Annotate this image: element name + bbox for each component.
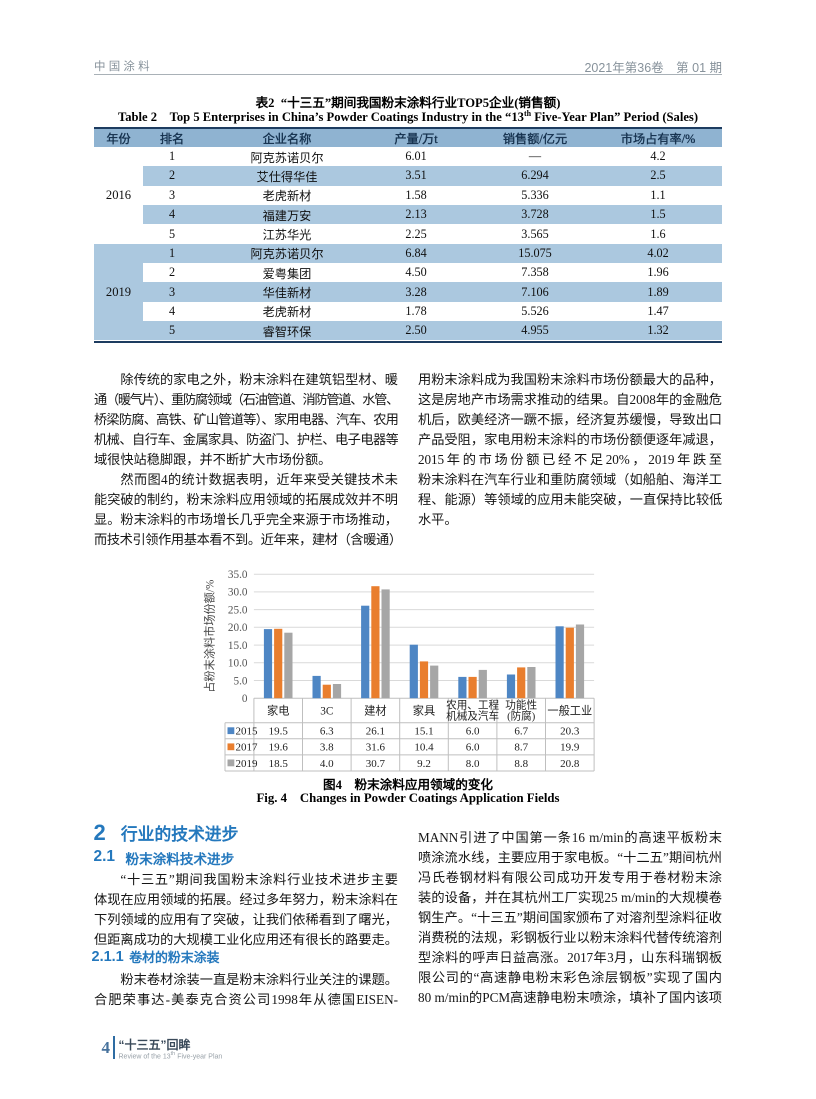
svg-text:农用、工程: 农用、工程 xyxy=(446,699,499,712)
svg-text:6.0: 6.0 xyxy=(466,726,480,738)
svg-text:3C: 3C xyxy=(320,706,333,718)
svg-text:8.0: 8.0 xyxy=(466,758,480,770)
svg-text:2015: 2015 xyxy=(236,726,259,738)
svg-text:15.0: 15.0 xyxy=(228,640,248,652)
svg-text:建材: 建材 xyxy=(364,704,386,718)
svg-text:25.0: 25.0 xyxy=(228,604,248,616)
svg-text:6.0: 6.0 xyxy=(466,742,480,754)
svg-text:19.9: 19.9 xyxy=(560,742,580,754)
svg-text:26.1: 26.1 xyxy=(366,726,385,738)
svg-text:家电: 家电 xyxy=(267,704,289,718)
svg-text:占粉末涂料市场份额/%: 占粉末涂料市场份额/% xyxy=(203,580,217,693)
svg-text:机械及汽车: 机械及汽车 xyxy=(446,710,499,723)
svg-text:31.6: 31.6 xyxy=(366,742,386,754)
svg-text:20.0: 20.0 xyxy=(228,622,248,634)
svg-text:8.7: 8.7 xyxy=(514,742,528,754)
svg-text:4.0: 4.0 xyxy=(320,758,334,770)
svg-text:6.3: 6.3 xyxy=(320,726,334,738)
svg-text:10.0: 10.0 xyxy=(228,658,248,670)
svg-text:19.5: 19.5 xyxy=(269,726,289,738)
svg-text:2019: 2019 xyxy=(236,758,259,770)
svg-text:9.2: 9.2 xyxy=(417,758,431,770)
svg-text:30.0: 30.0 xyxy=(228,587,248,599)
svg-text:20.8: 20.8 xyxy=(560,758,580,770)
svg-text:3.8: 3.8 xyxy=(320,742,334,754)
svg-text:8.8: 8.8 xyxy=(514,758,528,770)
svg-text:30.7: 30.7 xyxy=(366,758,386,770)
svg-text:6.7: 6.7 xyxy=(514,726,528,738)
svg-text:15.1: 15.1 xyxy=(414,726,433,738)
svg-text:一般工业: 一般工业 xyxy=(547,704,592,718)
svg-text:2017: 2017 xyxy=(236,742,259,754)
svg-text:20.3: 20.3 xyxy=(560,726,580,738)
svg-text:家具: 家具 xyxy=(413,704,435,718)
svg-text:18.5: 18.5 xyxy=(269,758,289,770)
svg-text:(防腐): (防腐) xyxy=(507,710,536,723)
svg-text:功能性: 功能性 xyxy=(505,699,537,712)
svg-text:5.0: 5.0 xyxy=(234,675,248,687)
svg-text:10.4: 10.4 xyxy=(414,742,434,754)
svg-text:35.0: 35.0 xyxy=(228,569,248,581)
svg-text:19.6: 19.6 xyxy=(269,742,289,754)
svg-text:0: 0 xyxy=(242,693,248,705)
